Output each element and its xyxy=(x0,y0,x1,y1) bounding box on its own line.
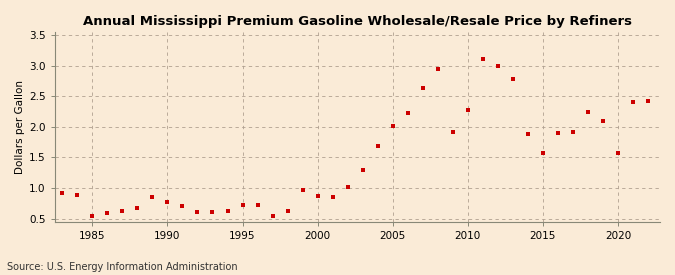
Point xyxy=(342,185,353,190)
Point xyxy=(87,213,98,218)
Y-axis label: Dollars per Gallon: Dollars per Gallon xyxy=(15,80,25,174)
Point xyxy=(493,64,504,68)
Point xyxy=(357,167,368,172)
Text: Source: U.S. Energy Information Administration: Source: U.S. Energy Information Administ… xyxy=(7,262,238,272)
Point xyxy=(477,57,488,61)
Point xyxy=(433,67,443,71)
Point xyxy=(147,195,158,199)
Point xyxy=(297,188,308,192)
Point xyxy=(628,100,639,104)
Point xyxy=(282,208,293,213)
Point xyxy=(387,124,398,128)
Point xyxy=(162,200,173,204)
Point xyxy=(522,132,533,136)
Point xyxy=(508,77,518,81)
Point xyxy=(402,111,413,116)
Point xyxy=(102,210,113,215)
Point xyxy=(597,119,608,123)
Point xyxy=(537,151,548,155)
Title: Annual Mississippi Premium Gasoline Wholesale/Resale Price by Refiners: Annual Mississippi Premium Gasoline Whol… xyxy=(83,15,632,28)
Point xyxy=(462,108,473,112)
Point xyxy=(552,131,563,135)
Point xyxy=(192,210,203,214)
Point xyxy=(267,213,278,218)
Point xyxy=(313,194,323,198)
Point xyxy=(448,130,458,134)
Point xyxy=(132,206,143,210)
Point xyxy=(373,144,383,148)
Point xyxy=(222,208,233,213)
Point xyxy=(568,130,578,134)
Point xyxy=(327,194,338,199)
Point xyxy=(207,210,218,214)
Point xyxy=(237,203,248,207)
Point xyxy=(417,86,428,90)
Point xyxy=(72,193,83,198)
Point xyxy=(583,110,593,114)
Point xyxy=(252,202,263,207)
Point xyxy=(177,204,188,209)
Point xyxy=(57,191,68,195)
Point xyxy=(117,209,128,213)
Point xyxy=(643,99,653,103)
Point xyxy=(612,151,623,155)
